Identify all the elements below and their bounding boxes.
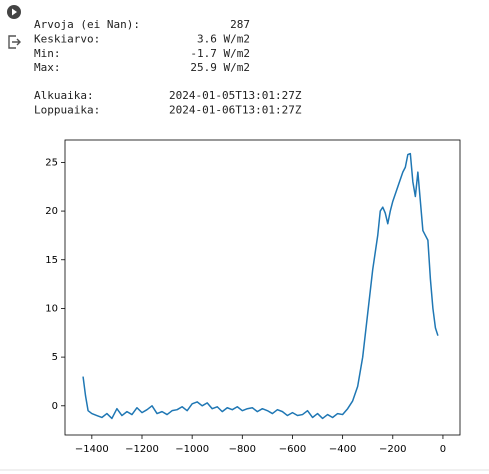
run-icon <box>12 8 17 16</box>
stat-value: 287 <box>230 18 250 31</box>
y-tick-label: 10 <box>45 303 58 314</box>
stat-value: 25.9 W/m2 <box>190 61 250 74</box>
x-tick-label: 0 <box>440 444 446 455</box>
stat-label: Max: <box>34 61 61 74</box>
y-tick-label: 15 <box>45 255 58 266</box>
y-tick-label: 0 <box>52 401 58 412</box>
x-tick-label: −200 <box>379 444 406 455</box>
x-tick-label: −1200 <box>125 444 159 455</box>
x-tick-label: −1000 <box>175 444 209 455</box>
x-tick-label: −1400 <box>75 444 109 455</box>
x-tick-label: −800 <box>229 444 256 455</box>
y-tick-label: 20 <box>45 206 58 217</box>
time-value: 2024-01-06T13:01:27Z <box>169 103 302 116</box>
time-value: 2024-01-05T13:01:27Z <box>169 89 302 102</box>
stat-label: Arvoja (ei Nan): <box>34 18 140 31</box>
time-label: Loppuaika: <box>34 103 100 116</box>
data-line <box>82 152 439 420</box>
x-tick-label: −600 <box>279 444 306 455</box>
stat-label: Keskiarvo: <box>34 32 100 45</box>
y-tick-label: 25 <box>45 157 58 168</box>
time-label: Alkuaika: <box>34 89 94 102</box>
stat-value: -1.7 W/m2 <box>190 47 250 60</box>
x-tick-label: −400 <box>329 444 356 455</box>
output-icon <box>8 35 21 49</box>
y-tick-label: 5 <box>52 352 58 363</box>
stat-label: Min: <box>34 47 61 60</box>
stat-value: 3.6 W/m2 <box>197 32 250 45</box>
plot-frame <box>64 139 461 436</box>
